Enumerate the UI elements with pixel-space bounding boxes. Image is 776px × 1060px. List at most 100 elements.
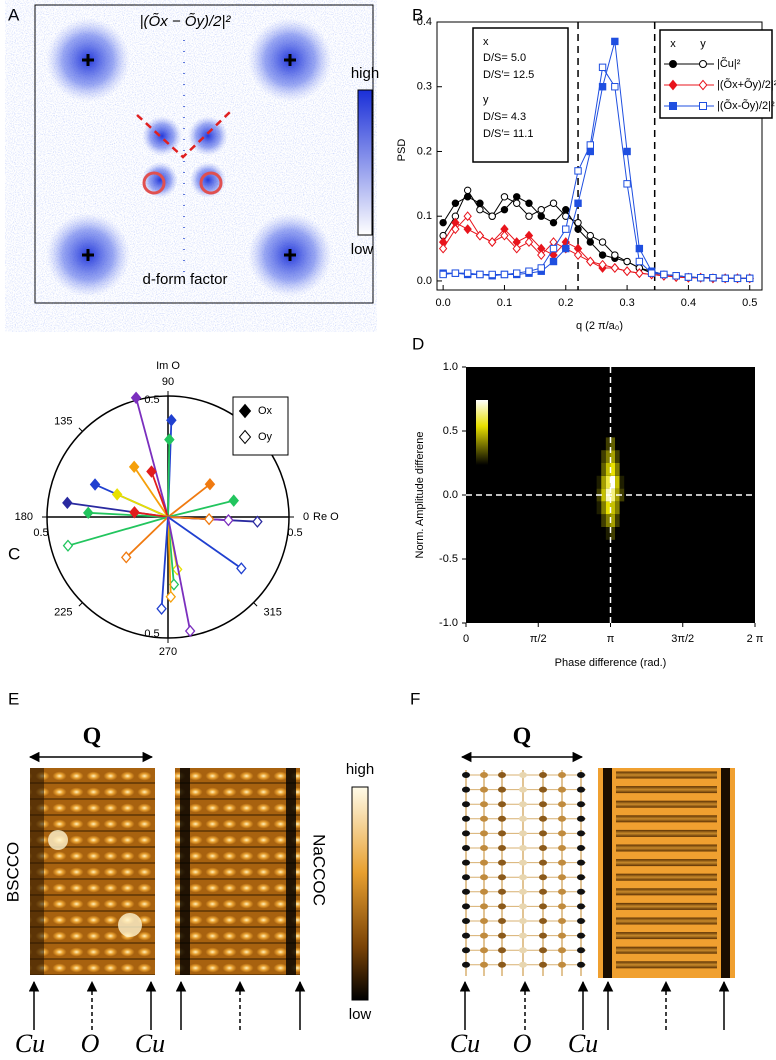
lattice-atom	[558, 961, 566, 968]
x-tick-label: 2 π	[747, 633, 764, 645]
annotation: D/S= 5.0	[483, 52, 526, 64]
lattice-atom	[480, 874, 488, 881]
panel-label: C	[8, 544, 20, 563]
hist-cell	[601, 463, 606, 476]
legend-marker	[238, 429, 252, 445]
lattice-atom	[498, 961, 506, 968]
panel-a: |(Õx − Õy)/2|² d-form factor high low	[34, 4, 379, 304]
data-point	[586, 141, 595, 149]
data-point	[537, 212, 545, 220]
phasor-point	[184, 624, 196, 638]
y-tick-label: 0.4	[417, 16, 432, 28]
data-point	[524, 237, 534, 248]
lattice-atom	[577, 815, 585, 822]
data-point	[513, 193, 521, 201]
phasor-stem	[167, 516, 172, 597]
angle-tick-label: 135	[54, 415, 72, 427]
stripe-bar	[616, 946, 717, 954]
stripe-bar	[616, 815, 717, 823]
hist-cell	[619, 475, 625, 489]
lattice-atom	[577, 888, 585, 895]
phasor-stem	[150, 471, 169, 518]
data-point	[611, 251, 619, 259]
phasor-stem	[135, 397, 169, 518]
lattice-atom	[577, 830, 585, 837]
stripe-bar	[616, 800, 717, 808]
panel-label: F	[410, 689, 420, 708]
data-point	[586, 238, 595, 246]
data-point	[574, 218, 582, 227]
series-line	[442, 222, 750, 279]
data-point	[746, 274, 754, 283]
legend-header: x	[670, 38, 676, 50]
r-tick-label: 0.5	[287, 527, 302, 539]
sample-label: NaCCOC	[310, 834, 329, 906]
data-point	[537, 206, 545, 214]
hist-cell	[615, 501, 620, 515]
atom-label: O	[81, 1029, 100, 1058]
data-point	[500, 270, 509, 279]
colorbar-tick-label: 500	[492, 459, 510, 471]
lattice-atom	[539, 772, 547, 778]
hist-cell	[610, 514, 616, 527]
sample-label: BSCCO	[3, 842, 22, 902]
angle-tick	[78, 602, 83, 607]
legend-header: y	[700, 38, 706, 50]
peak	[190, 162, 226, 198]
shade	[30, 768, 44, 975]
hist-cell	[601, 450, 606, 463]
phasor-stem	[167, 499, 234, 518]
lattice-atom	[462, 786, 470, 793]
lattice-atom	[462, 947, 470, 954]
data-point	[438, 243, 448, 254]
data-point	[451, 269, 460, 277]
lattice-atom	[480, 903, 488, 910]
data-point	[488, 237, 497, 248]
legend-marker	[238, 403, 252, 419]
data-point	[573, 250, 583, 260]
lattice-atom	[498, 772, 506, 778]
data-point	[476, 270, 484, 279]
lattice-atom	[539, 932, 547, 939]
lattice-atom	[519, 786, 527, 793]
phasor-point	[146, 465, 157, 478]
y-tick-label: 0.5	[443, 425, 458, 437]
phasor-point	[203, 512, 215, 526]
y-tick-label: 0.2	[417, 145, 432, 157]
legend-marker	[699, 102, 707, 110]
data-point	[451, 224, 460, 235]
data-point	[635, 268, 644, 279]
legend-box	[659, 29, 773, 119]
r-tick-label: 0.5	[144, 628, 159, 640]
data-point	[463, 269, 472, 277]
dark-stripe	[286, 768, 296, 975]
phasor-point	[252, 515, 263, 528]
series-line	[442, 196, 750, 279]
cross	[82, 54, 296, 261]
x-tick-label: 0	[463, 633, 469, 645]
legend-marker	[669, 102, 677, 110]
phasor-stem	[167, 516, 210, 521]
data-point	[439, 218, 447, 227]
formula: |(Õx − Õy)/2|²	[140, 13, 232, 30]
lattice-atom	[539, 947, 547, 954]
x-tick-label: 0.4	[681, 297, 696, 309]
q-label: Q	[513, 724, 532, 750]
data-point	[672, 272, 680, 280]
data-point	[586, 256, 595, 267]
lattice-atom	[462, 859, 470, 866]
hist-cell	[605, 450, 611, 463]
lattice-atom	[558, 859, 566, 866]
data-point	[635, 244, 644, 253]
phasor-stem	[88, 511, 169, 518]
x-axis-label: Phase difference (rad.)	[555, 657, 667, 669]
colorbar-label: low	[351, 241, 374, 258]
bright-spot	[48, 830, 68, 850]
lattice-atom	[577, 801, 585, 808]
data-point	[488, 270, 496, 279]
stripe-bar	[616, 932, 717, 940]
hist-cell	[610, 450, 616, 463]
angle-tick	[78, 427, 83, 432]
lattice-atom	[558, 772, 566, 778]
colorbar-label: high	[351, 65, 379, 82]
